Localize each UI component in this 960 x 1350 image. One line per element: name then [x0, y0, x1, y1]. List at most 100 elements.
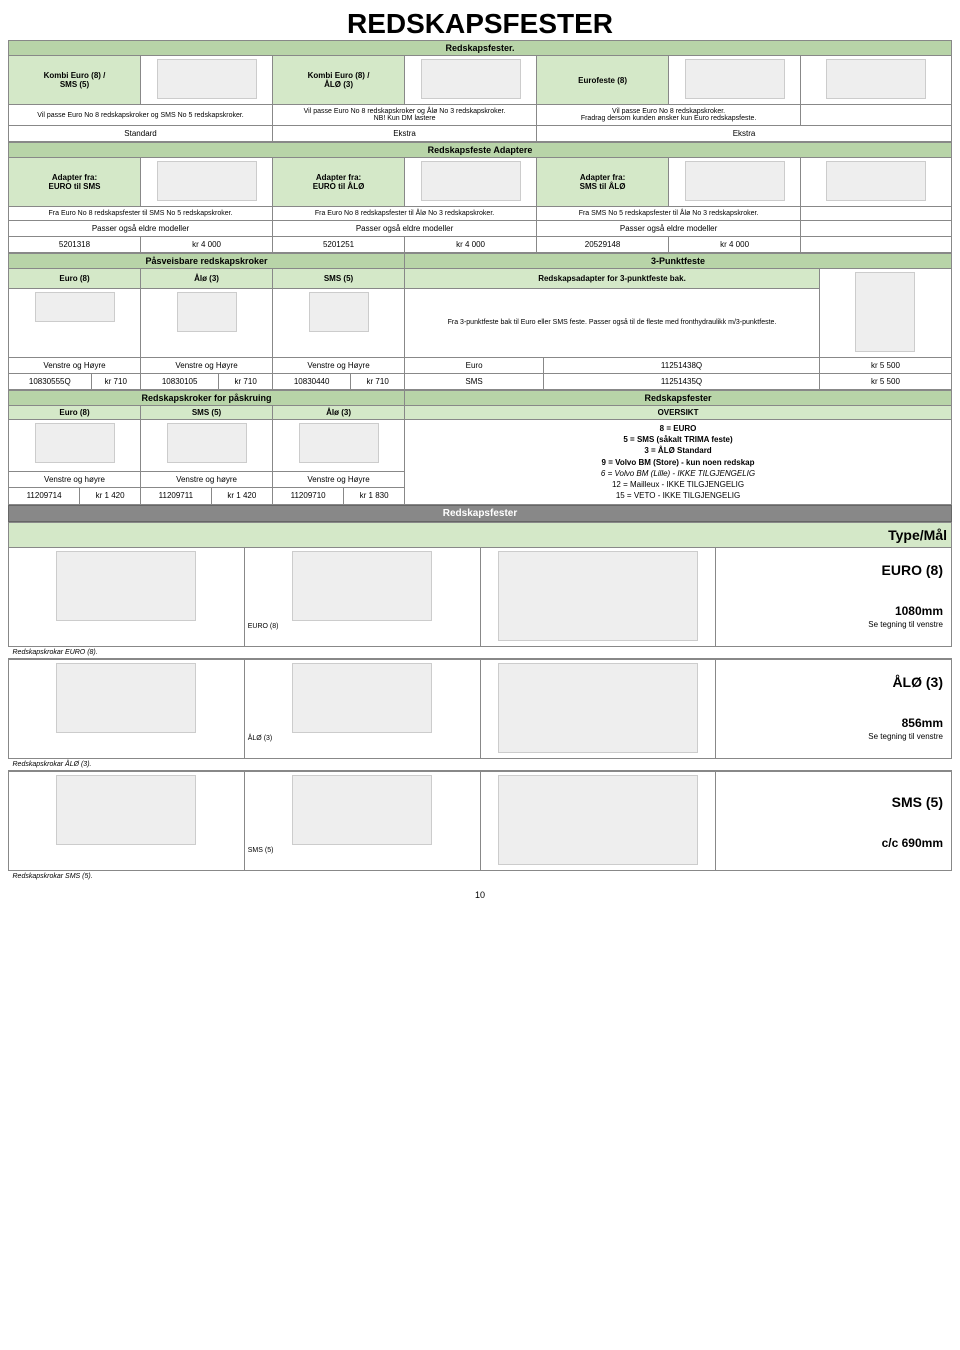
product-image — [56, 551, 196, 621]
price: kr 4 000 — [669, 237, 801, 253]
price: kr 710 — [351, 374, 405, 390]
price: kr 1 420 — [211, 488, 272, 505]
product-image — [35, 292, 115, 322]
variant-label: Venstre og Høyre — [9, 358, 141, 374]
description: Vil passe Euro No 8 redskapskroker. Frad… — [537, 105, 801, 126]
size-label: c/c 690mm — [716, 834, 951, 852]
type: Euro — [405, 358, 544, 374]
section-header: Påsveisbare redskapskroker — [9, 254, 405, 269]
variant-label: Venstre og høyre — [141, 471, 273, 488]
section-header: Redskapskroker for påskruing — [9, 391, 405, 406]
product-image — [167, 423, 247, 463]
col-label: Eurofeste (8) — [537, 56, 669, 105]
col-label: Redskapsadapter for 3-punktfeste bak. — [405, 269, 820, 289]
product-image — [177, 292, 237, 332]
size-sub: Se tegning til venstre — [716, 732, 951, 749]
caption: Redskapskrokar ÅLØ (3). — [9, 759, 952, 772]
oversikt-list: 8 = EURO 5 = SMS (såkalt TRIMA feste) 3 … — [405, 420, 952, 505]
caption: Redskapskrokar EURO (8). — [9, 647, 952, 660]
section-redskapsfester: Redskapsfester. Kombi Euro (8) / SMS (5)… — [8, 40, 952, 142]
product-image — [685, 161, 785, 201]
col-label: Kombi Euro (8) / SMS (5) — [9, 56, 141, 105]
col-label: Ålø (3) — [273, 406, 405, 420]
note: Passer også eldre modeller — [9, 221, 273, 237]
page-title: REDSKAPSFESTER — [8, 8, 952, 40]
product-image — [685, 59, 785, 99]
product-image — [826, 59, 926, 99]
sku: 5201318 — [9, 237, 141, 253]
type-label: SMS (5) — [716, 790, 951, 814]
price: kr 1 420 — [80, 488, 141, 505]
sku: 11209714 — [9, 488, 80, 505]
oversikt-title: OVERSIKT — [405, 406, 952, 420]
note: Passer også eldre modeller — [273, 221, 537, 237]
product-image — [157, 59, 257, 99]
variant-label: Standard — [9, 126, 273, 142]
price: kr 710 — [91, 374, 140, 390]
type-label: EURO (8) — [716, 558, 951, 582]
sku: 11209710 — [273, 488, 344, 505]
product-image — [421, 161, 521, 201]
product-image — [421, 59, 521, 99]
sku: 11251438Q — [544, 358, 820, 374]
description: Vil passe Euro No 8 redskapskroker og Ål… — [273, 105, 537, 126]
size-label: 1080mm — [716, 602, 951, 620]
col-label: Adapter fra: EURO til SMS — [9, 158, 141, 207]
variant-label: Ekstra — [537, 126, 952, 142]
product-image — [309, 292, 369, 332]
variant-label: Ekstra — [273, 126, 537, 142]
sku: 10830105 — [141, 374, 219, 390]
col-label: Euro (8) — [9, 406, 141, 420]
caption: Redskapskrokar SMS (5). — [9, 871, 952, 883]
type: SMS — [405, 374, 544, 390]
description: Fra 3-punktfeste bak til Euro eller SMS … — [405, 288, 820, 357]
price: kr 5 500 — [819, 358, 951, 374]
page-number: 10 — [8, 890, 952, 900]
price: kr 4 000 — [141, 237, 273, 253]
variant-label: Venstre og Høyre — [273, 471, 405, 488]
note: Passer også eldre modeller — [537, 221, 801, 237]
price: kr 4 000 — [405, 237, 537, 253]
sku: 5201251 — [273, 237, 405, 253]
diagram-image — [292, 663, 432, 733]
diagram-image — [292, 551, 432, 621]
sku: 11251435Q — [544, 374, 820, 390]
col-label: Ålø (3) — [141, 269, 273, 289]
section-header: Redskapsfeste Adaptere — [9, 143, 952, 158]
description: Vil passe Euro No 8 redskapskroker og SM… — [9, 105, 273, 126]
section-header: Redskapsfester — [405, 391, 952, 406]
size-sub: Se tegning til venstre — [716, 620, 951, 637]
section-weldable: Påsveisbare redskapskroker 3-Punktfeste … — [8, 253, 952, 390]
variant-label: Venstre og høyre — [9, 471, 141, 488]
product-image — [299, 423, 379, 463]
type-mal-title: Type/Mål — [9, 523, 952, 548]
col-label: Kombi Euro (8) / ÅLØ (3) — [273, 56, 405, 105]
product-image — [855, 272, 915, 352]
product-image — [35, 423, 115, 463]
description: Fra Euro No 8 redskapsfester til SMS No … — [9, 207, 273, 221]
section-header: Redskapsfester. — [9, 41, 952, 56]
price: kr 710 — [219, 374, 273, 390]
description: Fra SMS No 5 redskapsfester til Ålø No 3… — [537, 207, 801, 221]
size-label: 856mm — [716, 714, 951, 732]
description: Fra Euro No 8 redskapsfester til Ålø No … — [273, 207, 537, 221]
product-image — [826, 161, 926, 201]
product-render — [498, 663, 698, 753]
product-render — [498, 551, 698, 641]
bottom-header: Redskapsfester — [8, 505, 952, 522]
section-adapters: Redskapsfeste Adaptere Adapter fra: EURO… — [8, 142, 952, 253]
sku: 10830555Q — [9, 374, 92, 390]
product-render — [498, 775, 698, 865]
product-image — [56, 775, 196, 845]
col-label: Adapter fra: SMS til ÅLØ — [537, 158, 669, 207]
diagram-image — [292, 775, 432, 845]
section-screwon: Redskapskroker for påskruing Redskapsfes… — [8, 390, 952, 505]
price: kr 1 830 — [344, 488, 405, 505]
col-label: SMS (5) — [273, 269, 405, 289]
section-header: 3-Punktfeste — [405, 254, 952, 269]
product-image — [56, 663, 196, 733]
col-label: Adapter fra: EURO til ÅLØ — [273, 158, 405, 207]
col-label: Euro (8) — [9, 269, 141, 289]
variant-label: Venstre og Høyre — [141, 358, 273, 374]
sku: 10830440 — [273, 374, 351, 390]
